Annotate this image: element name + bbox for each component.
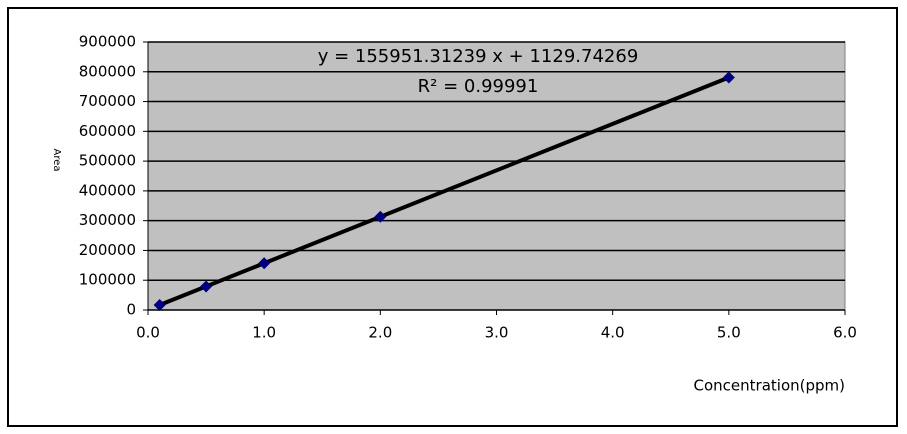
- y-tick-label: 200000: [79, 241, 136, 259]
- x-axis-title: Concentration(ppm): [694, 377, 845, 395]
- x-tick-label: 1.0: [252, 324, 276, 342]
- data-point: [374, 210, 387, 223]
- y-tick-label: 300000: [79, 211, 136, 229]
- y-tick-label: 900000: [79, 33, 136, 51]
- y-tick-label: 700000: [79, 92, 136, 110]
- r-squared: R² = 0.99991: [418, 76, 539, 97]
- x-tick-label: 5.0: [717, 324, 741, 342]
- data-point: [258, 257, 271, 270]
- data-point: [722, 71, 735, 84]
- y-tick-label: 600000: [79, 122, 136, 140]
- x-tick-label: 3.0: [485, 324, 509, 342]
- y-tick-label: 800000: [79, 62, 136, 80]
- x-tick-label: 0.0: [136, 324, 160, 342]
- y-tick-label: 100000: [79, 271, 136, 289]
- y-tick-label: 0: [126, 301, 136, 319]
- data-point: [200, 280, 213, 293]
- x-tick-label: 4.0: [601, 324, 625, 342]
- y-tick-label: 400000: [79, 181, 136, 199]
- y-axis-title: Area: [51, 148, 62, 171]
- y-tick-label: 500000: [79, 152, 136, 170]
- data-point: [153, 299, 166, 312]
- trendline-equation: y = 155951.31239 x + 1129.74269: [318, 46, 639, 67]
- trendline: [158, 75, 730, 307]
- x-tick-label: 2.0: [368, 324, 392, 342]
- x-tick-label: 6.0: [833, 324, 857, 342]
